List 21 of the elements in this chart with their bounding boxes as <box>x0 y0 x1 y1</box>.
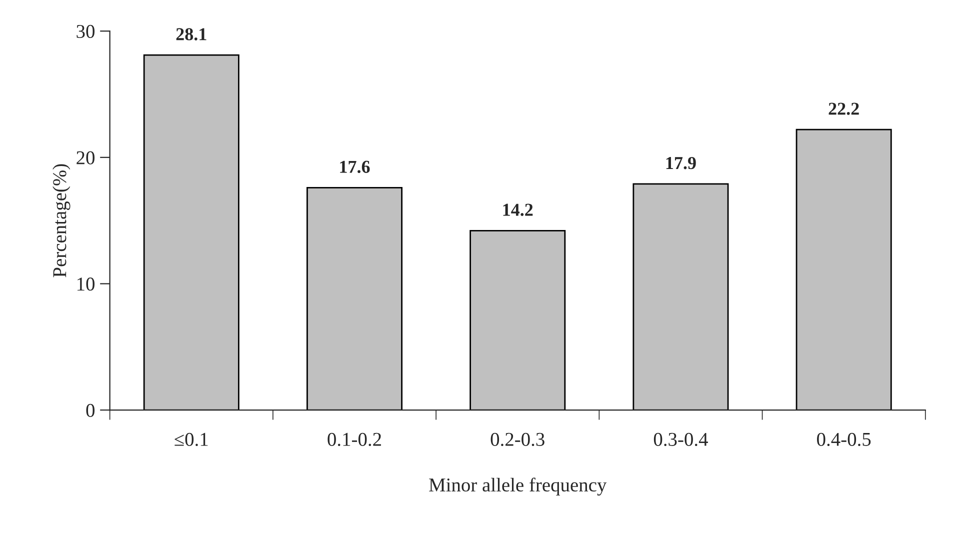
data-label: 22.2 <box>828 102 859 115</box>
data-label: 17.9 <box>666 157 696 170</box>
y-tick-label: 0 <box>86 404 94 417</box>
x-tick-label: 0.4-0.5 <box>817 432 871 446</box>
x-tick-label: 0.1-0.2 <box>328 432 381 446</box>
bar <box>306 187 402 410</box>
data-label: 17.6 <box>340 160 370 174</box>
x-tick-label: 0.3-0.4 <box>654 432 708 446</box>
data-label: 14.2 <box>503 204 533 216</box>
bar <box>143 54 240 410</box>
y-tick-label: 10 <box>78 278 94 291</box>
y-tick-label: 20 <box>76 151 94 164</box>
x-tick-label: ≤0.1 <box>174 432 208 446</box>
data-label: 28.1 <box>176 28 206 40</box>
y-axis-title: Percentage(%) <box>52 164 70 278</box>
y-tick-label: 30 <box>76 24 94 38</box>
bar <box>796 128 892 410</box>
bar <box>470 230 566 410</box>
bar <box>632 183 729 410</box>
x-axis-title: Minor allele frequency <box>429 478 607 496</box>
x-tick-label: 0.2-0.3 <box>490 432 544 446</box>
